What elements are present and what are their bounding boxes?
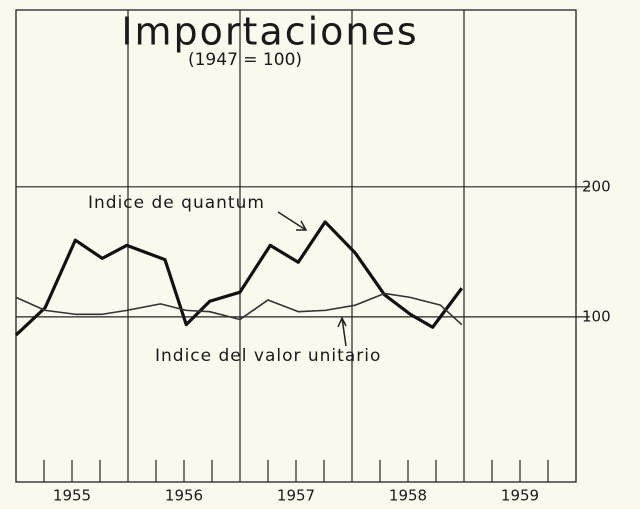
annotation: Indice del valor unitario bbox=[155, 346, 381, 366]
annotation-arrow bbox=[337, 316, 347, 347]
chart-title: Importaciones bbox=[121, 10, 418, 54]
chart-subtitle: (1947 = 100) bbox=[188, 50, 302, 70]
y-tick-label: 200 bbox=[582, 177, 611, 195]
series-line bbox=[14, 220, 464, 337]
x-tick-label: 1956 bbox=[165, 487, 203, 505]
y-tick-label: 100 bbox=[582, 307, 611, 325]
x-tick-label: 1955 bbox=[53, 487, 91, 505]
annotation-arrow bbox=[277, 211, 308, 231]
x-tick-label: 1958 bbox=[389, 487, 427, 505]
x-tick-label: 1957 bbox=[277, 487, 315, 505]
x-tick-label: 1959 bbox=[501, 487, 539, 505]
frame bbox=[15, 9, 577, 483]
annotation: Indice de quantum bbox=[88, 193, 265, 213]
series-line bbox=[15, 292, 463, 326]
